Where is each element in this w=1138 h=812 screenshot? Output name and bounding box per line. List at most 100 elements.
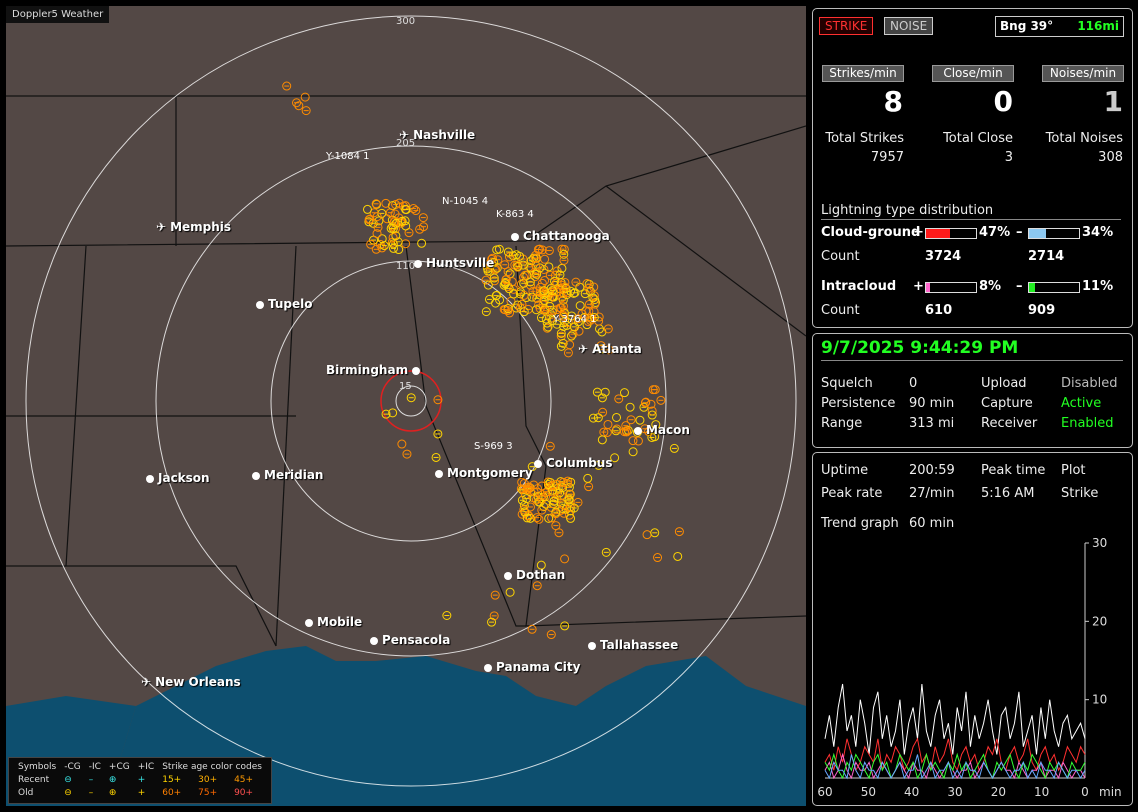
age-90: 90+: [234, 788, 254, 798]
city-name: Pensacola: [382, 633, 451, 647]
strike-marker: [621, 426, 631, 436]
city-dot-icon: [305, 619, 313, 627]
upload-value: Disabled: [1061, 376, 1118, 391]
plus-cg-symbol: ⊕: [108, 788, 117, 798]
strike-marker: [530, 272, 540, 282]
ic-minus-bar: [1028, 282, 1080, 293]
lightning-map[interactable]: Doppler5 Weather ✈ Nashville ✈ Memphis Chatt…: [6, 6, 806, 806]
strike-marker: [544, 262, 554, 272]
range-ring: [395, 385, 427, 417]
trend-panel: Uptime 200:59 Peak time Plot Peak rate 2…: [812, 452, 1133, 806]
persistence-value: 90 min: [909, 396, 955, 411]
airport-icon: ✈: [578, 342, 589, 356]
strike-marker: [575, 301, 585, 311]
strike-marker: [372, 229, 382, 239]
strike-marker: [503, 247, 513, 257]
city-dot-icon: [484, 664, 492, 672]
cloud-ground-label: Cloud-ground: [821, 225, 921, 240]
distribution-title: Lightning type distribution: [821, 203, 1121, 220]
strike-marker: [614, 394, 624, 404]
strike-marker: [504, 252, 514, 262]
range-ring: [25, 15, 797, 787]
strike-marker: [571, 277, 581, 287]
settings-panel: 9/7/2025 9:44:29 PM Squelch 0 Upload Dis…: [812, 333, 1133, 448]
airport-icon: ✈: [399, 128, 410, 142]
ic-plus-pct: 8%: [979, 279, 1002, 294]
strike-marker: [640, 398, 650, 408]
strike-marker: [560, 621, 570, 631]
minus-cg-symbol: ⊖: [64, 775, 72, 785]
city-name: Panama City: [496, 660, 581, 674]
minus-sign: –: [1016, 279, 1023, 294]
strike-marker: [555, 303, 565, 313]
range-ring-label: 15: [399, 381, 412, 392]
noises-per-min-label: Noises/min: [1042, 65, 1124, 82]
strike-marker: [554, 528, 564, 538]
strike-marker: [532, 513, 542, 523]
intracloud-label: Intracloud: [821, 279, 897, 294]
strike-marker: [536, 282, 546, 292]
strike-marker: [612, 424, 622, 434]
strike-marker: [388, 224, 398, 234]
strike-marker: [559, 249, 569, 259]
total-noises-value: 308: [1098, 150, 1123, 165]
strike-marker: [642, 530, 652, 540]
strike-marker: [550, 276, 560, 286]
legend-symbols-label: Symbols: [18, 762, 57, 772]
total-close-value: 3: [1004, 150, 1013, 165]
strike-marker: [566, 513, 576, 523]
strike-marker: [483, 280, 493, 290]
strike-marker: [364, 215, 374, 225]
age-60: 60+: [162, 788, 182, 798]
strike-marker: [556, 328, 566, 338]
strike-marker: [483, 266, 493, 276]
strike-marker: [390, 209, 400, 219]
city-macon: Macon: [634, 423, 690, 437]
strike-marker: [433, 395, 443, 405]
trend-label: Trend graph: [821, 516, 899, 531]
strike-marker: [543, 480, 553, 490]
strike-marker: [531, 253, 541, 263]
city-memphis: ✈ Memphis: [156, 220, 231, 234]
strike-marker: [513, 261, 523, 271]
city-birmingham: Birmingham: [326, 363, 424, 377]
city-name: Chattanooga: [523, 229, 610, 243]
strike-marker: [651, 420, 661, 430]
strike-marker: [549, 496, 559, 506]
strike-marker: [592, 387, 602, 397]
strike-marker: [513, 300, 523, 310]
trend-series-line: [824, 752, 1086, 780]
strike-marker: [541, 499, 551, 509]
age-30: 30+: [198, 775, 218, 785]
strike-marker: [292, 98, 302, 108]
range-ring: [270, 260, 552, 542]
city-new-orleans: ✈ New Orleans: [141, 675, 241, 689]
city-name: Dothan: [516, 568, 566, 582]
city-name: Mobile: [317, 615, 363, 629]
ic-plus-count: 610: [925, 303, 953, 318]
strike-marker: [388, 408, 398, 418]
strike-marker: [379, 241, 389, 251]
strike-marker: [527, 624, 537, 634]
strike-marker: [540, 275, 550, 285]
strike-marker: [531, 495, 541, 505]
squelch-label: Squelch: [821, 376, 873, 391]
strike-marker: [540, 254, 550, 264]
strike-marker: [603, 419, 613, 429]
total-close-label: Total Close: [943, 131, 1013, 146]
city-montgomery: Montgomery: [435, 466, 533, 480]
strike-marker: [282, 81, 292, 91]
city-name: Birmingham: [326, 363, 409, 377]
strike-marker: [433, 429, 443, 439]
strike-marker: [525, 513, 535, 523]
strike-marker: [560, 277, 570, 287]
airport-icon: ✈: [141, 675, 152, 689]
storm-cell-label: K-863 4: [496, 209, 534, 220]
x-tick-label: 60: [817, 785, 832, 799]
bearing-readout: Bng 39° 116mi: [995, 16, 1124, 37]
strike-marker: [568, 329, 578, 339]
strike-button[interactable]: STRIKE: [819, 17, 874, 35]
noise-button[interactable]: NOISE: [884, 17, 934, 35]
strike-marker: [559, 255, 569, 265]
gulf-water: [106, 646, 806, 806]
